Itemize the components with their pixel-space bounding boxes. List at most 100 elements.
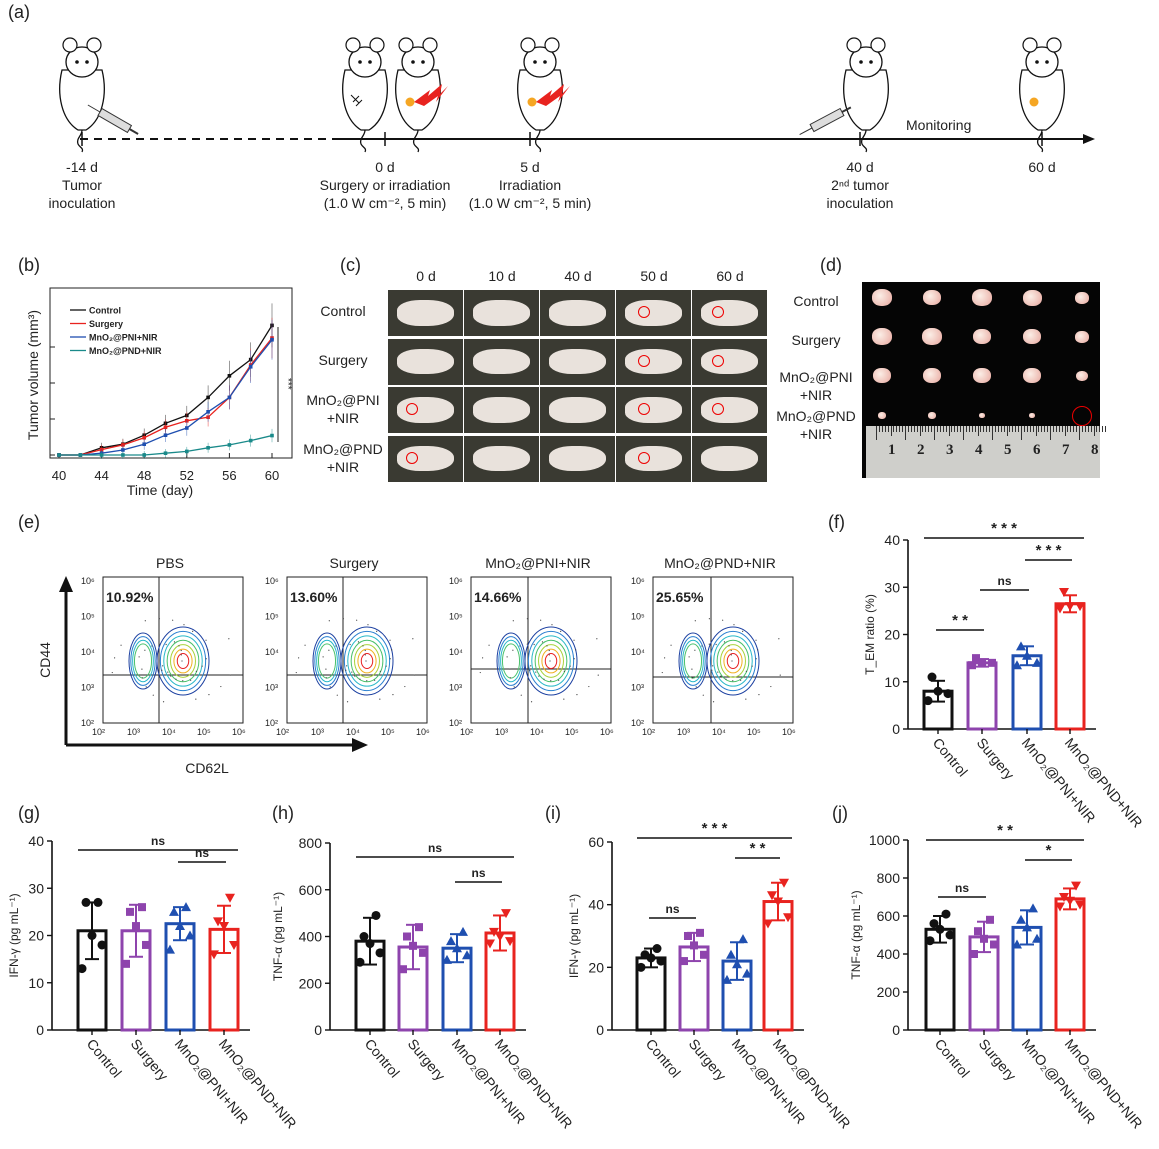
event-dot	[201, 665, 203, 667]
data-point	[248, 438, 253, 443]
event-dot	[526, 643, 528, 645]
event-dot	[540, 619, 542, 621]
significance-label: ns	[428, 841, 442, 855]
ruler-number: 7	[1062, 442, 1070, 458]
timeline-event: 0 d Surgery or irradiation (1.0 W cm⁻², 5 …	[320, 158, 451, 212]
ruler-tick	[1009, 426, 1011, 432]
tumor	[923, 368, 941, 384]
event-dot	[708, 643, 710, 645]
ruler-tick	[1105, 426, 1107, 432]
contour	[716, 639, 750, 683]
significance-label: * * *	[991, 520, 1017, 537]
y-tick-label: 0	[314, 1022, 322, 1038]
tumor-dot	[1029, 97, 1039, 107]
event-dot	[120, 644, 122, 646]
data-point	[925, 936, 935, 946]
x-tick-label: 10³	[495, 727, 508, 737]
data-point	[722, 974, 732, 984]
mouse-icon	[843, 37, 889, 153]
contour	[343, 630, 391, 692]
data-point	[1032, 657, 1042, 667]
ruler-number: 8	[1091, 442, 1099, 458]
event-dot	[770, 685, 772, 688]
mouse-body	[397, 348, 454, 375]
event-dot	[195, 670, 197, 673]
row-label: MnO₂@PND +NIR	[303, 440, 383, 476]
mouse-ear	[1022, 37, 1038, 53]
ruler-tick	[951, 426, 953, 432]
event-dot	[596, 638, 598, 640]
data-point	[1055, 604, 1065, 614]
event-dot	[165, 643, 167, 646]
ruler-tick	[899, 426, 901, 432]
event-dot	[144, 620, 146, 622]
event-dot	[162, 665, 164, 667]
event-dot	[178, 645, 180, 647]
laser-icon	[414, 84, 448, 106]
mouse-photo	[616, 290, 691, 336]
data-point	[1065, 602, 1075, 612]
ruler-tick	[887, 426, 889, 432]
event-dot	[161, 669, 163, 671]
event-dot	[345, 669, 347, 671]
data-point	[1028, 903, 1038, 913]
ruler-tick	[1035, 426, 1037, 436]
contour	[538, 644, 564, 678]
ruler-tick	[1021, 426, 1022, 440]
event-dot	[208, 694, 210, 696]
tumor-dot	[527, 97, 537, 107]
mouse-photo	[540, 290, 615, 336]
event-dot	[167, 671, 169, 673]
event-dot	[725, 678, 727, 680]
event-dot	[328, 649, 330, 651]
data-point	[126, 907, 134, 916]
significance-label: * * *	[702, 820, 728, 837]
event-dot	[114, 657, 116, 659]
event-dot	[367, 624, 369, 626]
mouse-ear	[62, 37, 78, 53]
row-label-line2: +NIR	[326, 458, 360, 475]
syringe-barrel	[809, 107, 845, 133]
legend-label: MnO₂@PNI+NIR	[89, 333, 158, 343]
event-dot	[181, 660, 183, 662]
panel-label-j: (j)	[832, 803, 848, 823]
event-line2: (1.0 W cm⁻², 5 min)	[323, 195, 447, 211]
mouse-photo	[388, 435, 463, 482]
category-label: Control	[643, 1036, 684, 1081]
data-point	[1055, 902, 1065, 912]
monitoring-label: Monitoring	[906, 117, 972, 133]
mouse-head	[401, 46, 435, 78]
category-label: Control	[930, 735, 971, 780]
significance-label: ns	[151, 834, 165, 848]
row-label-line1: MnO₂@PNI	[779, 369, 853, 385]
data-point	[696, 928, 704, 937]
event-dot	[389, 658, 391, 660]
event-dot	[520, 694, 522, 696]
panel-label-d: (d)	[820, 255, 842, 275]
tumor	[972, 289, 992, 306]
data-point	[142, 453, 146, 457]
data-point	[1016, 641, 1026, 651]
column-label: 0 d	[416, 268, 436, 284]
flow-plot-frame	[102, 576, 244, 724]
event-dot	[575, 649, 577, 651]
contour	[176, 653, 190, 669]
y-tick-label: 800	[299, 835, 323, 851]
mouse-head	[65, 46, 99, 78]
ruler-tick	[1038, 426, 1040, 432]
data-point	[1022, 650, 1032, 660]
data-point	[213, 917, 223, 927]
data-point	[163, 425, 168, 430]
event-dot	[728, 645, 730, 647]
tumor-circle	[712, 403, 724, 415]
ruler-tick	[1047, 426, 1049, 432]
ruler-tick	[1096, 426, 1098, 432]
event-dot	[145, 686, 147, 688]
mouse-head	[523, 46, 557, 78]
ruler-tick	[1050, 426, 1051, 440]
mouse-eye	[859, 60, 863, 64]
y-tick-label: 10⁴	[449, 647, 463, 657]
event-dot	[359, 678, 361, 680]
contour	[498, 636, 524, 686]
data-point	[726, 949, 736, 959]
